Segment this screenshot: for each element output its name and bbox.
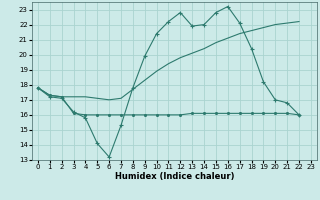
X-axis label: Humidex (Indice chaleur): Humidex (Indice chaleur) — [115, 172, 234, 181]
